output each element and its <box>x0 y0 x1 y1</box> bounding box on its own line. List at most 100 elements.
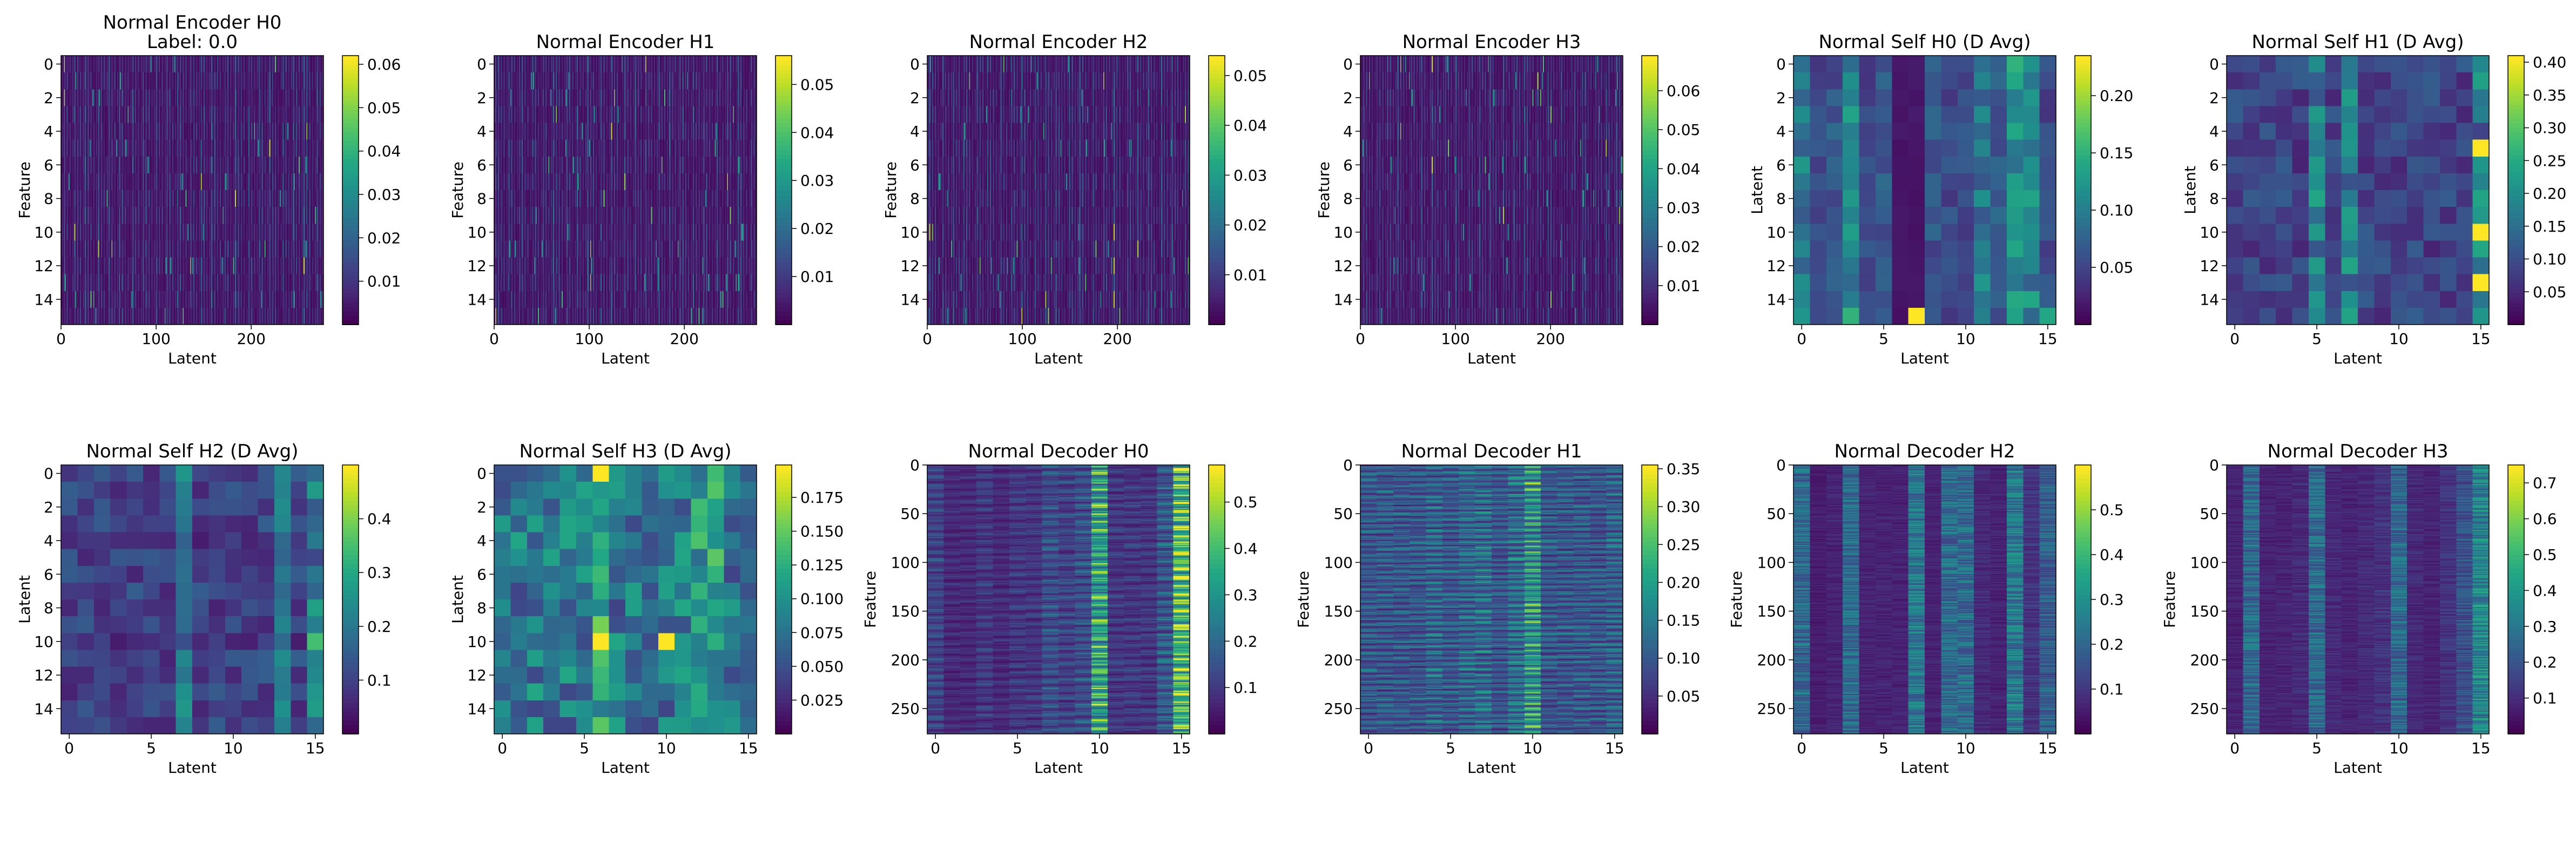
chart-title: Normal Decoder H1 <box>1401 441 1582 462</box>
y-tick-label: 4 <box>477 532 487 550</box>
colorbar: 0.10.20.30.40.50.60.7 <box>2508 465 2557 734</box>
colorbar-tick-label: 0.5 <box>1233 494 1258 511</box>
x-axis-label: Latent <box>168 349 217 367</box>
colorbar: 0.010.020.030.040.050.06 <box>342 56 401 325</box>
y-tick-label: 0 <box>44 56 53 73</box>
colorbar-tick-label: 0.1 <box>1233 679 1258 697</box>
y-axis-label: Feature <box>882 161 900 219</box>
x-tick-label: 0 <box>56 330 66 348</box>
colorbar-tick-label: 0.7 <box>2533 474 2557 492</box>
y-tick-label: 12 <box>1333 257 1353 275</box>
y-tick-label: 2 <box>910 89 920 107</box>
colorbar-tick-label: 0.5 <box>2533 546 2557 564</box>
y-tick-label: 8 <box>1343 190 1353 208</box>
colorbar-tick-label: 0.2 <box>2533 653 2557 671</box>
colorbar-tick-label: 0.10 <box>1667 650 1700 667</box>
y-tick-label: 10 <box>34 224 53 241</box>
colorbar-tick-label: 0.06 <box>1667 82 1700 100</box>
colorbar-tick-label: 0.03 <box>800 172 834 190</box>
chart-title: Normal Encoder H3 <box>1402 31 1581 53</box>
colorbar-tick-label: 0.03 <box>1667 199 1700 217</box>
colorbar-tick-label: 0.04 <box>800 124 834 141</box>
x-tick-label: 0 <box>2230 330 2240 348</box>
x-tick-label: 5 <box>1879 739 1889 757</box>
x-tick-label: 100 <box>1008 330 1036 348</box>
colorbar-tick-label: 0.050 <box>800 658 844 676</box>
colorbar-tick-label: 0.20 <box>2100 87 2133 105</box>
colorbar-tick-label: 0.06 <box>367 56 401 73</box>
colorbar-tick-label: 0.15 <box>1667 612 1700 630</box>
x-tick-label: 0 <box>1364 739 1373 757</box>
chart-title: Normal Self H2 (D Avg) <box>86 441 298 462</box>
x-tick-label: 15 <box>306 739 325 757</box>
heatmap-cells <box>927 56 1190 325</box>
y-tick-label: 8 <box>477 190 487 208</box>
y-tick-label: 150 <box>891 603 920 620</box>
heatmap-cells <box>61 56 324 325</box>
colorbar-tick-label: 0.03 <box>367 186 401 204</box>
y-tick-label: 50 <box>1333 505 1353 523</box>
x-axis-label: Latent <box>1467 759 1516 777</box>
y-tick-label: 0 <box>910 456 920 474</box>
y-axis-label: Latent <box>2181 166 2199 214</box>
x-tick-label: 0 <box>930 739 940 757</box>
colorbar: 0.010.020.030.040.05 <box>1209 56 1267 325</box>
colorbar-tick-label: 0.05 <box>1233 67 1267 85</box>
y-tick-label: 4 <box>44 532 53 550</box>
y-tick-label: 200 <box>1757 651 1786 669</box>
colorbar-tick-label: 0.5 <box>2100 501 2124 519</box>
x-tick-label: 200 <box>237 330 265 348</box>
y-tick-label: 12 <box>34 257 53 275</box>
colorbar-tick-label: 0.125 <box>800 556 844 574</box>
x-tick-label: 0 <box>1356 330 1365 348</box>
chart-title: Normal Encoder H0 <box>103 12 282 33</box>
colorbar-tick-label: 0.3 <box>2533 618 2557 636</box>
y-axis-label: Feature <box>449 161 467 219</box>
y-tick-label: 0 <box>44 465 53 483</box>
y-axis-label: Feature <box>1728 571 1745 628</box>
colorbar: 0.010.020.030.040.050.06 <box>1642 56 1700 325</box>
colorbar-tick-label: 0.04 <box>1233 117 1267 134</box>
colorbar-tick-label: 0.4 <box>2100 546 2124 564</box>
colorbar-tick-label: 0.05 <box>1667 121 1700 139</box>
colorbar-tick-label: 0.150 <box>800 523 844 541</box>
y-axis-label: Feature <box>1315 161 1333 219</box>
y-tick-label: 6 <box>44 156 53 174</box>
colorbar-tick-label: 0.01 <box>800 268 834 286</box>
x-tick-label: 5 <box>2312 739 2322 757</box>
chart-title: Label: 0.0 <box>147 31 238 53</box>
colorbar-tick-label: 0.025 <box>800 691 844 709</box>
y-tick-label: 14 <box>467 291 487 308</box>
y-tick-label: 10 <box>467 224 487 241</box>
x-tick-label: 15 <box>2471 330 2491 348</box>
x-tick-label: 15 <box>2038 739 2058 757</box>
heatmap-cells <box>494 465 757 734</box>
x-tick-label: 10 <box>1956 739 1975 757</box>
x-tick-label: 5 <box>1446 739 1455 757</box>
y-tick-label: 250 <box>2190 700 2219 718</box>
colorbar: 0.10.20.30.40.5 <box>1209 465 1258 734</box>
colorbar-tick-label: 0.175 <box>800 489 844 507</box>
heatmap-cells <box>1360 465 1623 734</box>
y-tick-label: 10 <box>1333 224 1353 241</box>
y-tick-label: 6 <box>1343 156 1353 174</box>
colorbar: 0.10.20.30.4 <box>342 465 392 734</box>
colorbar-tick-label: 0.04 <box>367 143 401 160</box>
y-tick-label: 0 <box>477 465 487 483</box>
y-tick-label: 0 <box>2209 56 2219 73</box>
y-tick-label: 150 <box>2190 603 2219 620</box>
colorbar-tick-label: 0.05 <box>367 99 401 117</box>
y-tick-label: 8 <box>44 190 53 208</box>
colorbar-tick-label: 0.02 <box>800 220 834 238</box>
heatmap-cells <box>2227 465 2490 734</box>
y-tick-label: 6 <box>477 565 487 583</box>
